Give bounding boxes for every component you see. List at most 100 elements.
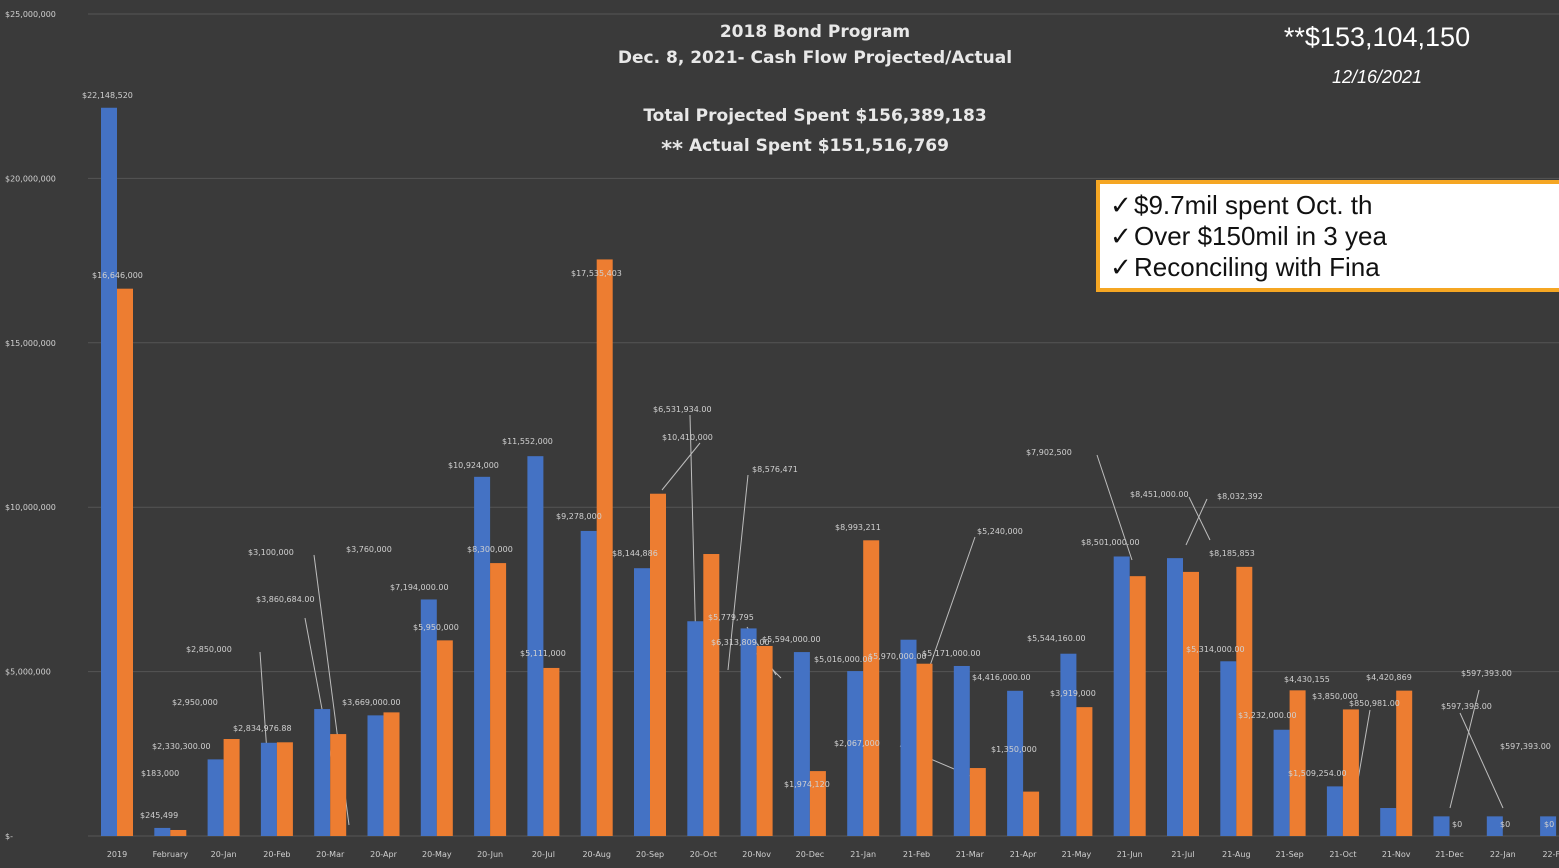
x-tick-label: 21-Feb [903, 850, 930, 859]
gridlines [88, 13, 1559, 837]
x-tick-label: 20-Apr [370, 850, 397, 859]
data-label: $5,240,000 [977, 527, 1023, 536]
bar [1076, 707, 1093, 836]
data-label: $0 [1500, 820, 1510, 829]
note-text: Reconciling with Fina [1134, 252, 1380, 282]
data-label: $0 [1452, 820, 1462, 829]
check-icon: ✓ [1110, 252, 1132, 282]
bar [900, 639, 917, 836]
bar [953, 665, 970, 836]
data-label: $9,278,000 [556, 512, 602, 521]
data-label: $1,974,120 [784, 780, 830, 789]
data-label: $2,067,000 [834, 739, 880, 748]
data-label: $6,531,934.00 [653, 405, 712, 414]
x-tick-label: 20-Dec [796, 850, 825, 859]
bar [580, 530, 597, 836]
bar [740, 628, 757, 836]
y-tick-label: $5,000,000 [5, 668, 51, 677]
total-projected-text: Total Projected Spent $156,389,183 [643, 106, 987, 126]
data-label: $597,393.00 [1461, 669, 1512, 678]
data-label: $5,594,000.00 [762, 635, 821, 644]
data-label: $5,950,000 [413, 623, 459, 632]
bar [207, 759, 224, 836]
data-label: $10,410,000 [662, 433, 713, 442]
data-label: $5,314,000.00 [1186, 645, 1245, 654]
data-label: $8,576,471 [752, 465, 798, 474]
data-label: $2,850,000 [186, 645, 232, 654]
bar [1007, 690, 1024, 836]
data-label: $183,000 [141, 769, 179, 778]
data-label: $7,902,500 [1026, 448, 1072, 457]
data-label: $1,350,000 [991, 745, 1037, 754]
bar [1236, 566, 1253, 836]
x-tick-label: 21-Aug [1222, 850, 1251, 859]
y-tick-label: $25,000,000 [5, 10, 56, 19]
bar [1326, 786, 1343, 836]
bar [154, 827, 171, 836]
bar [756, 645, 773, 836]
bar [1342, 709, 1359, 836]
x-tick-label: 20-Jan [211, 850, 237, 859]
data-label: $3,669,000.00 [342, 698, 401, 707]
x-tick-label: 20-Nov [742, 850, 771, 859]
leader-line [1096, 454, 1133, 561]
bar [1396, 690, 1413, 836]
data-label: $5,544,160.00 [1027, 634, 1086, 643]
leader-line [1185, 498, 1208, 546]
bar [1433, 816, 1450, 836]
note-item: ✓$9.7mil spent Oct. th [1110, 190, 1559, 221]
x-tick-label: 20-Sep [636, 850, 664, 859]
data-label: $8,144,886 [612, 549, 658, 558]
leader-line [924, 536, 976, 681]
data-label: $5,970,000.00 [868, 652, 927, 661]
bar [687, 621, 704, 836]
bar [170, 829, 187, 836]
bars [101, 107, 1557, 837]
data-label: $5,171,000.00 [922, 649, 981, 658]
x-tick-label: 20-Mar [316, 850, 345, 859]
data-label: $3,100,000 [248, 548, 294, 557]
x-tick-label: 21-Nov [1382, 850, 1411, 859]
check-icon: ✓ [1110, 221, 1132, 251]
leader-line [1449, 689, 1480, 809]
data-label: $7,194,000.00 [390, 583, 449, 592]
bar [314, 709, 331, 836]
bar [101, 107, 117, 837]
x-tick-label: 21-May [1062, 850, 1092, 859]
bar [809, 771, 826, 836]
bar [260, 742, 277, 836]
notes-box: ✓$9.7mil spent Oct. th ✓Over $150mil in … [1096, 180, 1559, 292]
data-label: $2,330,300.00 [152, 742, 211, 751]
bar [223, 739, 240, 836]
bar [1486, 816, 1503, 836]
note-text: $9.7mil spent Oct. th [1134, 190, 1373, 220]
bar [420, 599, 437, 836]
data-label: $3,232,000.00 [1238, 711, 1297, 720]
leader-line [661, 442, 701, 491]
bar [969, 768, 986, 836]
bar [1380, 808, 1397, 836]
leader-line [727, 474, 749, 671]
actual-spent-line: ** Actual Spent $151,516,769 [560, 132, 1050, 161]
bar [383, 712, 400, 836]
bar [543, 667, 560, 836]
bar [1289, 690, 1306, 836]
x-tick-label: 20-Jul [532, 850, 555, 859]
x-tick-label: 21-Oct [1329, 850, 1356, 859]
y-tick-label: $20,000,000 [5, 174, 56, 183]
leader-line [1188, 496, 1211, 541]
bar [1540, 816, 1557, 836]
data-label: $1,509,254.00 [1288, 769, 1347, 778]
x-tick-label: 20-Oct [690, 850, 717, 859]
note-item: ✓Over $150mil in 3 yea [1110, 221, 1559, 252]
data-label: $8,451,000.00 [1130, 490, 1189, 499]
chart-title: 2018 Bond Program [719, 22, 911, 42]
data-label: $850,981.00 [1349, 699, 1400, 708]
x-tick-label: 21-Jan [850, 850, 876, 859]
actual-spent-prefix: ** [661, 137, 684, 161]
bar [1129, 576, 1146, 836]
note-item: ✓Reconciling with Fina [1110, 252, 1559, 283]
x-tick-label: 2019 [107, 850, 127, 859]
check-icon: ✓ [1110, 190, 1132, 220]
